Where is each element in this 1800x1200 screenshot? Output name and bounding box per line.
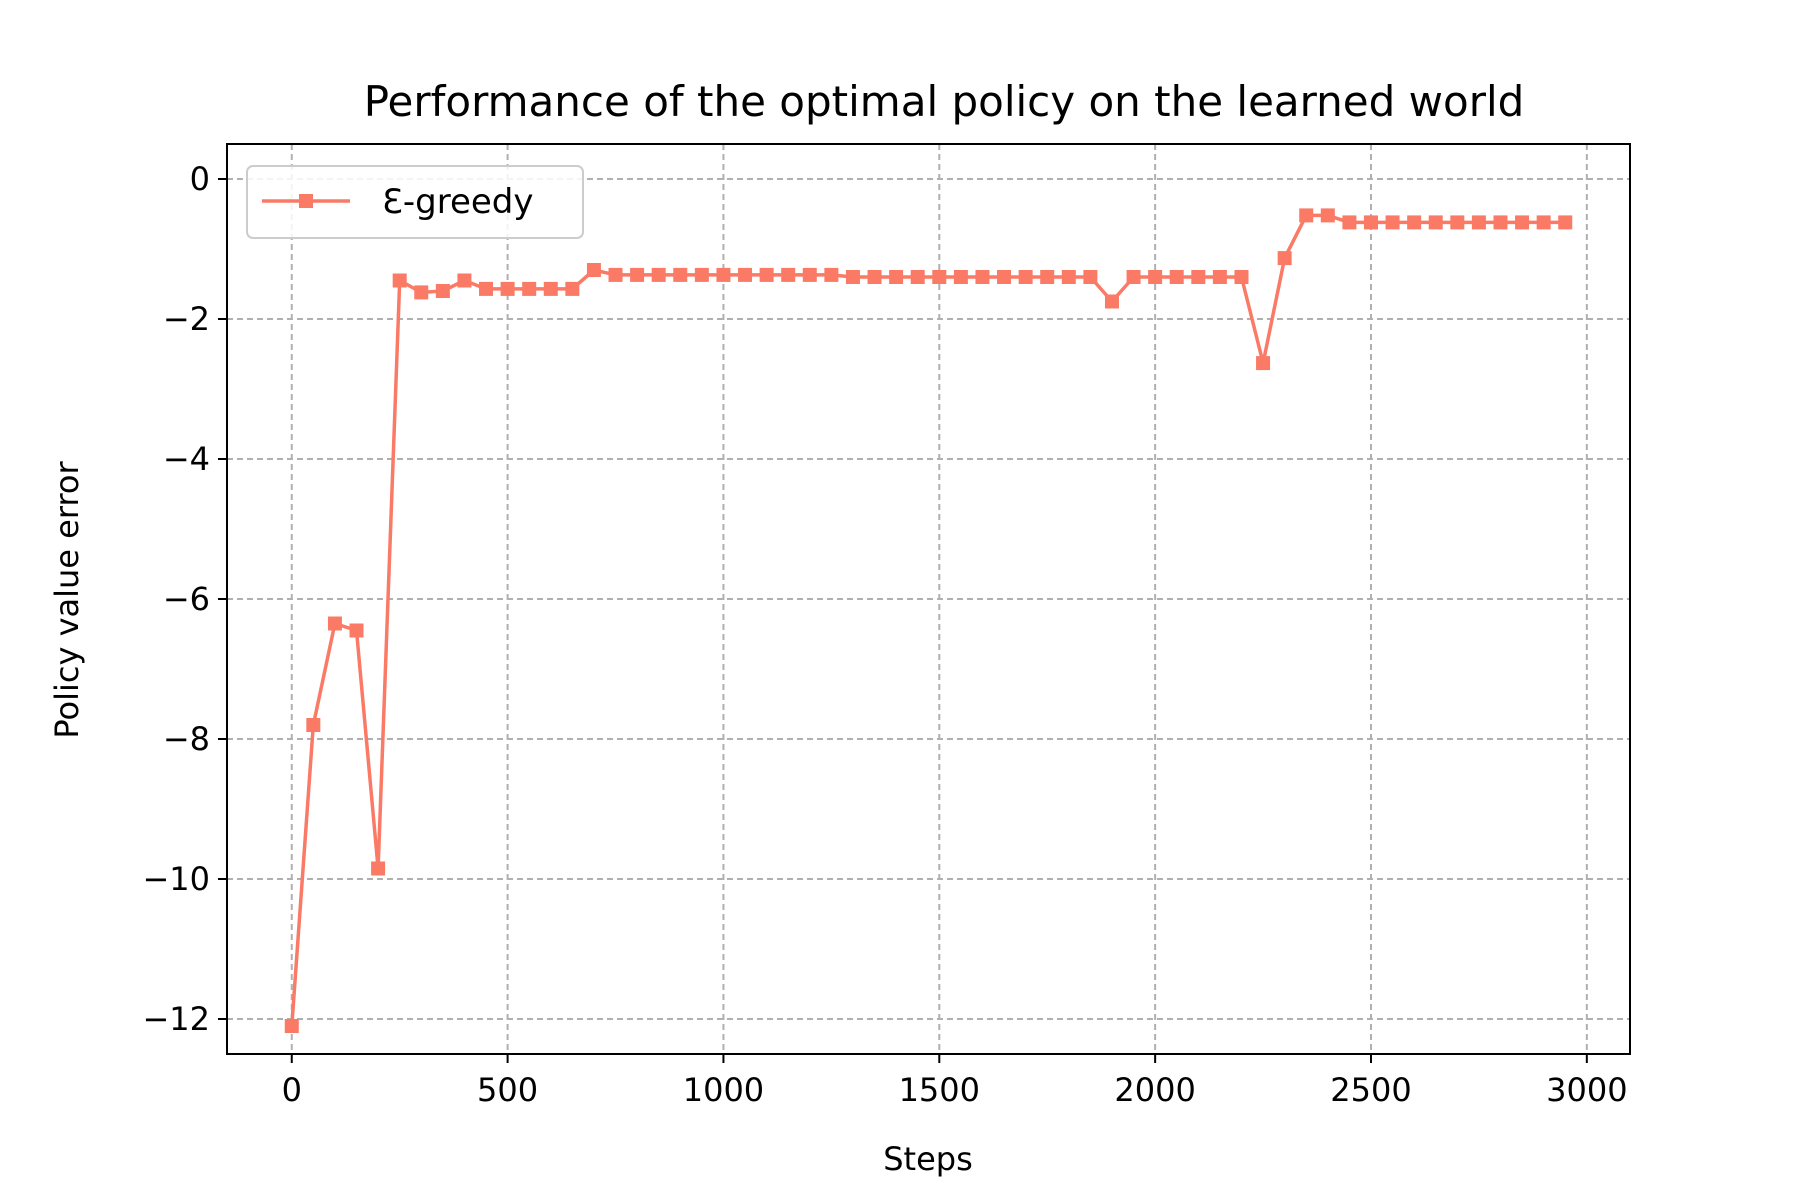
data-point [1040,270,1055,284]
data-point [1083,270,1098,284]
data-point [1342,215,1357,230]
data-point [1126,270,1141,284]
data-point [1515,215,1530,230]
data-point [1450,215,1465,230]
y-tick-label: −2 [163,300,210,338]
legend-label: Ɛ-greedy [382,182,534,222]
data-point [543,281,558,296]
data-point [1212,270,1227,284]
data-point [1536,215,1551,230]
y-tick-label: −6 [163,580,210,618]
data-point [1558,215,1573,230]
data-point [932,270,947,284]
data-point [910,270,925,284]
x-tick-label: 500 [477,1071,538,1109]
data-point [824,267,839,282]
data-point [327,616,342,631]
legend-marker [299,194,313,208]
legend-box [246,165,584,239]
y-axis-label: Policy value error [48,461,86,739]
data-point [716,267,731,282]
data-point [997,270,1012,284]
data-point [1407,215,1422,230]
data-point [1277,251,1292,266]
x-tick-label: 3000 [1546,1071,1627,1109]
data-point [630,267,645,282]
data-point [1363,215,1378,230]
data-point [953,270,968,284]
legend: Ɛ-greedy [246,165,584,239]
data-point [694,267,709,282]
data-point [522,281,537,296]
chart-title: Performance of the optimal policy on the… [364,77,1525,126]
data-point [738,267,753,282]
x-tick-label: 1000 [683,1071,764,1109]
data-point [500,281,515,296]
x-tick-label: 0 [282,1071,302,1109]
data-point [414,285,429,300]
data-point [867,270,882,284]
data-point [479,281,494,296]
y-tick-label: −12 [142,1000,210,1038]
data-point [1148,270,1163,284]
y-tick-label: 0 [190,160,210,198]
plot-frame [226,143,1631,1055]
data-point [457,273,472,288]
data-point [975,270,990,284]
data-point [306,718,321,732]
data-point [1385,215,1400,230]
data-point [349,623,364,638]
data-point [1191,270,1206,284]
x-tick-label: 2000 [1114,1071,1195,1109]
data-point [889,270,904,284]
data-point [802,267,817,282]
data-point [1320,208,1335,223]
y-tick-label: −10 [142,860,210,898]
data-point [1169,270,1184,284]
data-point [1299,208,1314,223]
data-point [673,267,688,282]
data-point [1256,356,1271,371]
x-axis-label: Steps [883,1140,973,1178]
data-point [1018,270,1033,284]
data-point [371,861,386,876]
y-tick-label: −4 [163,440,210,478]
x-tick-label: 1500 [899,1071,980,1109]
y-axis-ticks: 0 −2 −4 −6 −8 −10 −12 [142,160,227,1038]
data-point [1493,215,1508,230]
data-point [435,284,450,298]
data-point [586,263,601,277]
y-tick-label: −8 [163,720,210,758]
data-point [1061,270,1076,284]
data-point [845,270,860,284]
data-point [1104,294,1119,309]
data-point [392,273,407,288]
data-point [651,267,666,282]
data-point [1471,215,1486,230]
series-line [290,213,1566,1027]
data-point [1234,270,1249,284]
x-tick-label: 2500 [1330,1071,1411,1109]
data-point [565,281,580,296]
data-point [759,267,774,282]
plot-series [284,208,1573,1033]
data-point [284,1019,299,1033]
data-point [781,267,796,282]
data-point [1428,215,1443,230]
x-axis-ticks: 0 500 1000 1500 2000 2500 3000 [282,1054,1628,1109]
grid [227,144,1630,1054]
data-point [608,267,623,282]
